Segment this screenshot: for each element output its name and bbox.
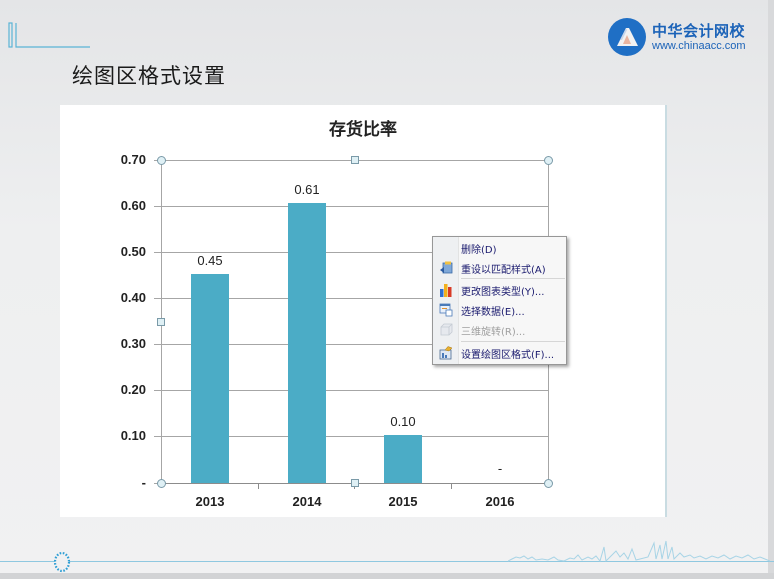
resize-handle[interactable] — [544, 156, 553, 165]
chart-area[interactable]: 存货比率 — [60, 105, 666, 517]
resize-handle[interactable] — [157, 318, 165, 326]
bar-2014[interactable] — [288, 203, 326, 483]
x-tick-label: 2016 — [485, 494, 515, 509]
chart-type-icon — [433, 280, 458, 300]
y-tickmark — [154, 436, 161, 437]
menu-item-change-chart-type[interactable]: 更改图表类型(Y)... — [433, 280, 566, 300]
dotted-ring-icon — [53, 551, 71, 573]
menu-item-3d-rotation: 三维旋转(R)... — [433, 320, 566, 340]
y-tickmark — [154, 298, 161, 299]
context-menu: 删除(D) 重设以匹配样式(A) 更改图表类型(Y)... 选择数据(E)...… — [432, 236, 567, 365]
decorative-bracket-icon — [8, 22, 90, 48]
y-tick-label: 0.30 — [120, 336, 146, 351]
y-tick-label: 0.20 — [120, 382, 146, 397]
y-tickmark — [154, 390, 161, 391]
bar-2015[interactable] — [384, 435, 422, 483]
brand-logo: 中华会计网校 www.chinaacc.com — [608, 18, 746, 56]
resize-handle[interactable] — [351, 479, 359, 487]
x-tickmark — [451, 483, 452, 489]
data-label[interactable]: 0.10 — [390, 414, 416, 429]
resize-handle[interactable] — [351, 156, 359, 164]
format-plot-area-icon — [433, 343, 458, 363]
y-tick-label: 0.10 — [120, 428, 146, 443]
resize-handle[interactable] — [157, 156, 166, 165]
resize-handle[interactable] — [544, 479, 553, 488]
3d-rotation-icon — [433, 320, 458, 340]
menu-item-select-data[interactable]: 选择数据(E)... — [433, 300, 566, 320]
y-tick-label: 0.60 — [120, 198, 146, 213]
y-tickmark — [154, 252, 161, 253]
logo-name: 中华会计网校 — [652, 21, 746, 40]
page-title: 绘图区格式设置 — [72, 64, 226, 88]
data-label[interactable]: - — [497, 461, 503, 476]
data-label[interactable]: 0.61 — [294, 182, 320, 197]
slide-edge — [768, 0, 774, 579]
slide-scroll-edge — [665, 105, 667, 517]
y-tickmark — [154, 344, 161, 345]
x-tickmark — [258, 483, 259, 489]
gridline — [161, 298, 548, 299]
menu-separator — [461, 278, 565, 279]
y-tick-label: 0.40 — [120, 290, 146, 305]
menu-icon-gutter — [433, 237, 459, 364]
y-tick-label: - — [141, 475, 146, 490]
gridline — [161, 344, 548, 345]
menu-item-format-plot-area[interactable]: 设置绘图区格式(F)... — [433, 343, 566, 363]
y-tick-label: 0.50 — [120, 244, 146, 259]
menu-separator — [461, 341, 565, 342]
gridline — [161, 390, 548, 391]
bar-2013[interactable] — [191, 274, 229, 483]
select-data-icon — [433, 300, 458, 320]
logo-emblem-icon — [608, 18, 646, 56]
gridline — [161, 436, 548, 437]
gridline — [161, 252, 548, 253]
menu-item-delete[interactable]: 删除(D) — [461, 244, 497, 256]
resize-handle[interactable] — [157, 479, 166, 488]
footer-rule — [0, 561, 774, 562]
menu-item-reset-style[interactable]: 重设以匹配样式(A) — [433, 258, 566, 278]
slide-edge — [0, 573, 774, 579]
reset-style-icon — [433, 258, 458, 278]
data-label[interactable]: 0.45 — [197, 253, 223, 268]
x-tick-label: 2015 — [388, 494, 418, 509]
x-tick-label: 2014 — [292, 494, 322, 509]
city-skyline-decoration — [508, 540, 770, 563]
y-tickmark — [154, 206, 161, 207]
chart-title[interactable]: 存货比率 — [329, 120, 397, 140]
gridline — [161, 206, 548, 207]
x-tick-label: 2013 — [195, 494, 225, 509]
logo-url: www.chinaacc.com — [652, 39, 746, 52]
y-tick-label: 0.70 — [120, 152, 146, 167]
